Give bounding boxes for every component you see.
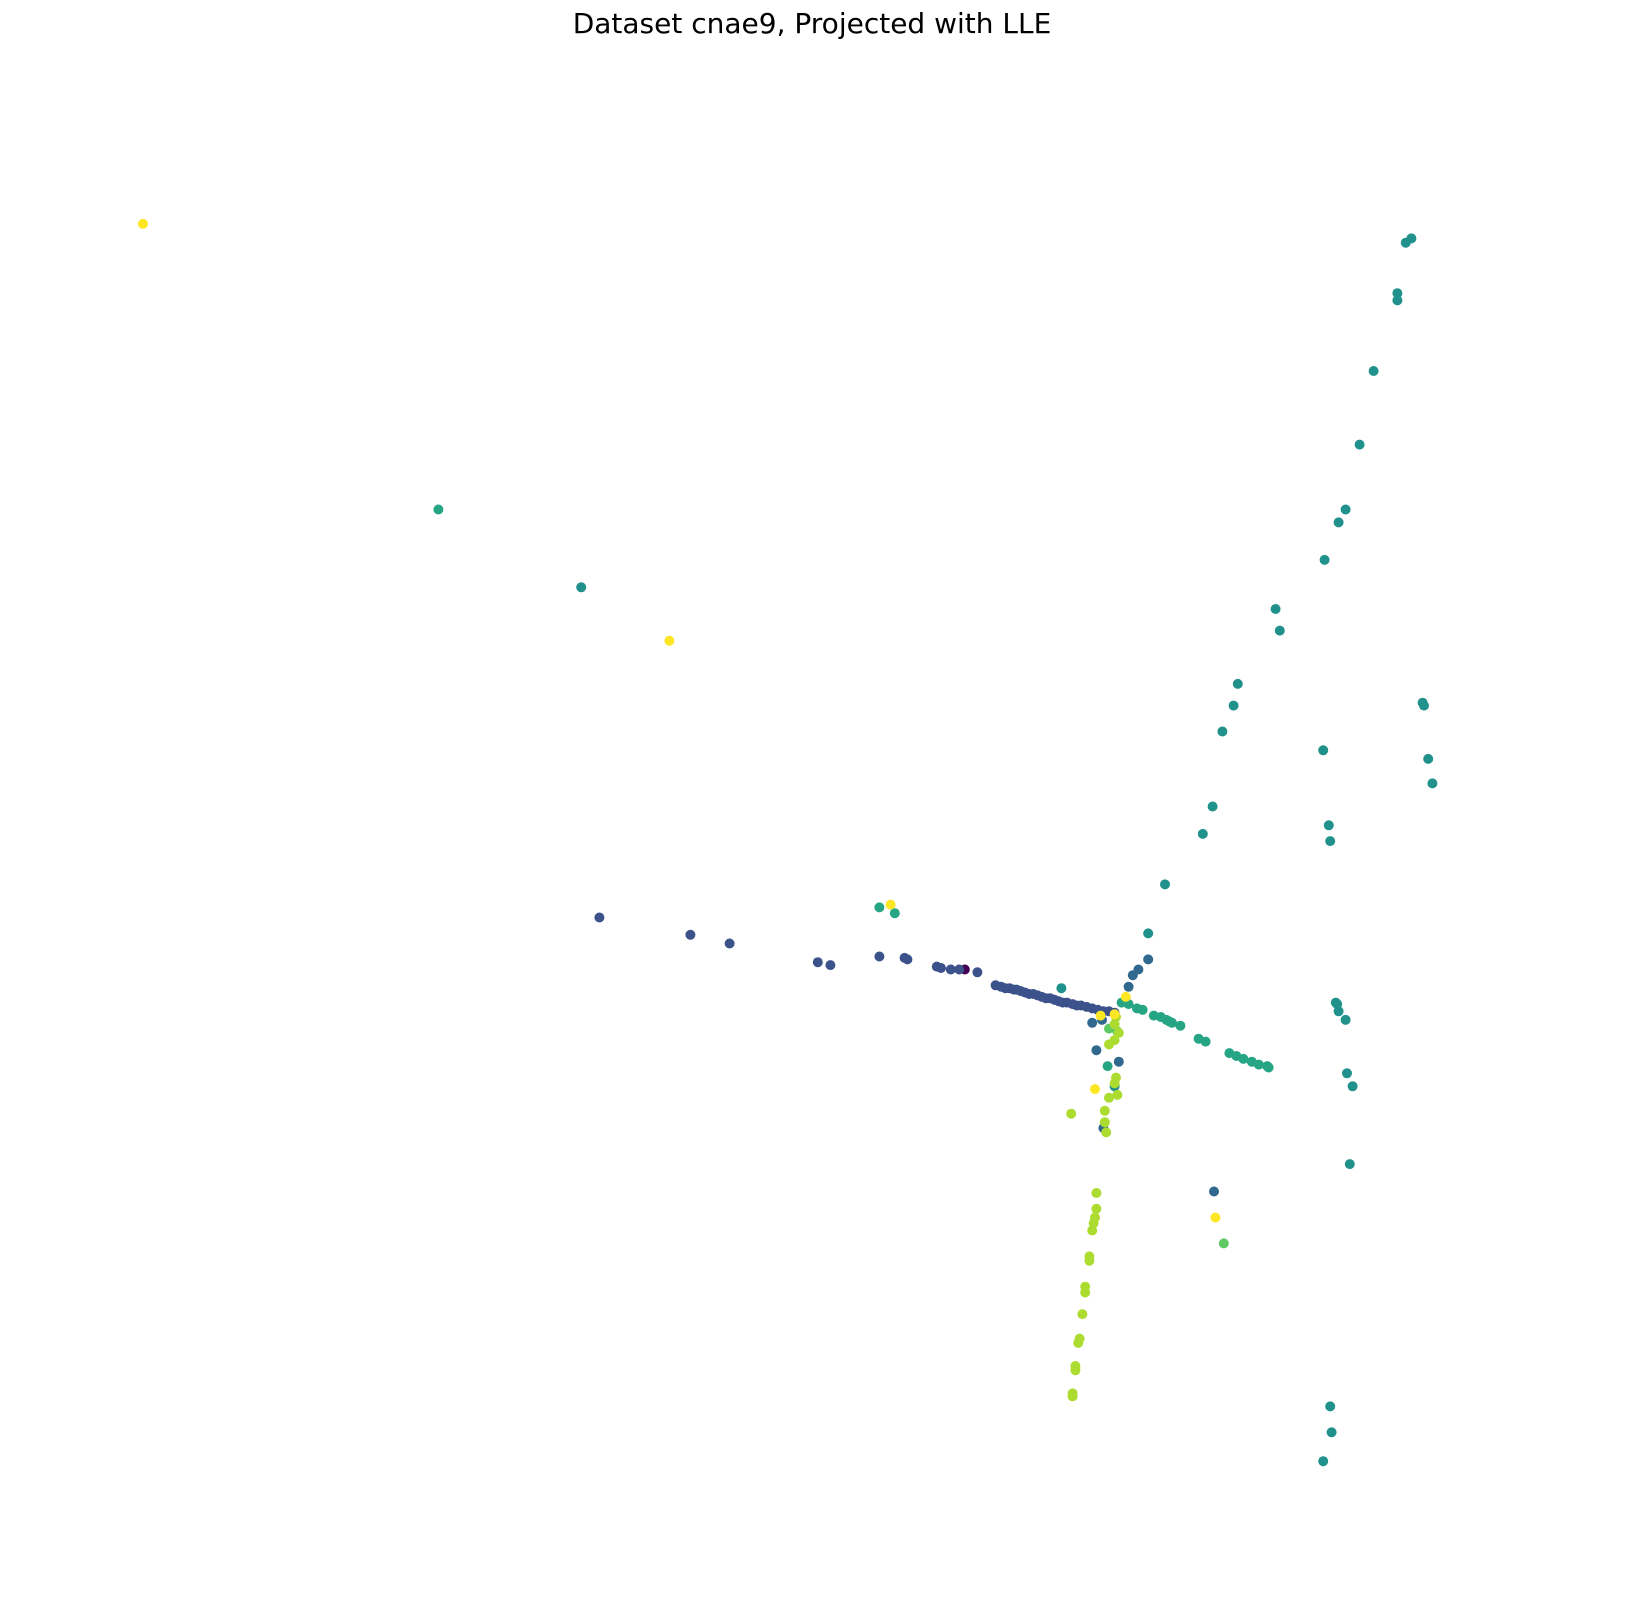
data-point — [1073, 1337, 1084, 1348]
data-point — [1099, 1117, 1110, 1128]
data-point — [1091, 1203, 1102, 1214]
data-point — [576, 582, 587, 593]
data-point — [1123, 981, 1134, 992]
data-point — [1406, 233, 1417, 244]
data-point — [1070, 1365, 1081, 1376]
data-point — [1101, 1127, 1112, 1138]
data-point — [1263, 1062, 1274, 1073]
data-point — [433, 504, 444, 515]
data-point — [902, 954, 913, 965]
data-point — [874, 902, 885, 913]
data-point — [1423, 753, 1434, 764]
data-point — [1274, 625, 1285, 636]
data-point — [1143, 954, 1154, 965]
data-point — [138, 218, 148, 229]
data-point — [954, 964, 965, 975]
data-point — [1109, 1078, 1120, 1089]
data-point — [1325, 1401, 1336, 1412]
data-point — [885, 899, 896, 910]
data-point — [1133, 964, 1144, 975]
data-point — [685, 929, 696, 940]
data-point — [1066, 1108, 1077, 1119]
data-point — [1340, 1014, 1351, 1025]
data-point — [1326, 1427, 1337, 1438]
data-point — [812, 957, 823, 968]
data-point — [1109, 1019, 1120, 1030]
data-point — [1368, 366, 1379, 376]
data-point — [1077, 1309, 1088, 1320]
data-point — [1167, 1017, 1177, 1028]
data-point — [1104, 1039, 1114, 1050]
data-point — [1209, 1186, 1219, 1197]
data-point — [1333, 517, 1344, 528]
data-point — [936, 963, 946, 973]
data-point — [1095, 1010, 1106, 1021]
data-point — [1087, 1225, 1098, 1236]
data-point — [1319, 554, 1330, 565]
data-point — [1084, 1255, 1095, 1266]
data-point — [1109, 1009, 1120, 1020]
data-point — [1113, 1056, 1124, 1067]
data-point — [1232, 678, 1243, 689]
data-point — [1197, 828, 1208, 839]
data-point — [1090, 1084, 1100, 1095]
data-points — [138, 218, 1438, 1467]
data-point — [1091, 1045, 1102, 1056]
data-point — [1102, 1061, 1113, 1072]
data-point — [1210, 1212, 1221, 1223]
data-point — [1160, 879, 1170, 890]
data-point — [1080, 1287, 1091, 1298]
data-point — [1354, 439, 1365, 450]
data-point — [1091, 1188, 1102, 1198]
data-point — [1087, 1017, 1098, 1028]
data-point — [1270, 604, 1281, 614]
data-point — [1347, 1081, 1358, 1092]
data-point — [1330, 997, 1341, 1008]
data-point — [1344, 1159, 1355, 1170]
chart-title: Dataset cnae9, Projected with LLE — [573, 7, 1052, 40]
data-point — [1137, 1004, 1148, 1015]
data-point — [1323, 820, 1334, 831]
data-point — [874, 951, 885, 962]
data-point — [1340, 504, 1351, 515]
data-point — [1228, 700, 1239, 711]
data-point — [1392, 295, 1403, 306]
data-point — [972, 967, 983, 978]
data-point — [1325, 836, 1336, 847]
data-point — [1342, 1068, 1352, 1079]
data-point — [1207, 801, 1218, 812]
data-point — [1318, 745, 1329, 756]
data-point — [1217, 726, 1228, 737]
data-point — [1218, 1238, 1229, 1249]
data-point — [889, 908, 900, 919]
data-point — [1120, 991, 1131, 1002]
data-point — [594, 912, 605, 923]
data-point — [1200, 1036, 1211, 1047]
data-point — [1056, 983, 1067, 994]
data-point — [825, 960, 836, 971]
data-point — [664, 635, 675, 646]
data-point — [1253, 1059, 1264, 1070]
data-point — [1392, 288, 1403, 299]
data-point — [1067, 1391, 1078, 1402]
data-point — [1112, 1089, 1123, 1100]
data-point — [1417, 697, 1428, 708]
data-point — [1175, 1020, 1186, 1031]
data-point — [945, 964, 956, 975]
data-point — [1143, 928, 1154, 939]
data-point — [1104, 1092, 1114, 1103]
data-point — [1318, 1456, 1329, 1467]
data-point — [1099, 1105, 1110, 1116]
data-point — [1238, 1053, 1249, 1064]
data-point — [724, 938, 735, 949]
data-point — [1427, 778, 1438, 789]
